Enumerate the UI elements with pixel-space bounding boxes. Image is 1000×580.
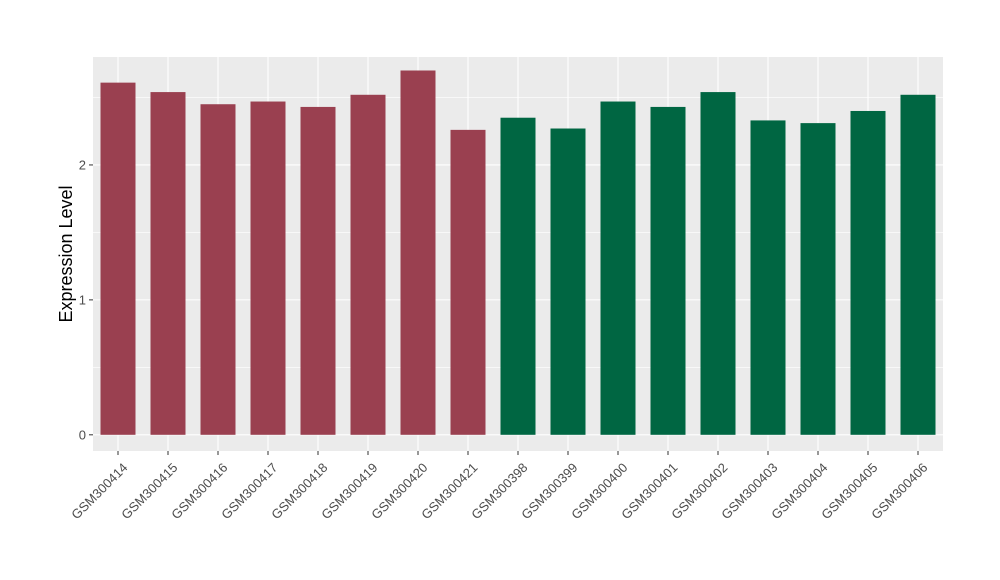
bar-GSM300419 <box>350 94 386 435</box>
bar-GSM300401 <box>650 106 686 435</box>
y-axis-label: Expression Level <box>56 185 76 322</box>
x-axis: GSM300414GSM300415GSM300416GSM300417GSM3… <box>68 451 931 522</box>
bar-GSM300399 <box>550 128 586 435</box>
y-tick-label: 2 <box>79 157 86 172</box>
bar-GSM300414 <box>100 82 136 435</box>
bar-GSM300400 <box>600 101 636 435</box>
bar-GSM300420 <box>400 70 436 435</box>
bars <box>100 70 936 435</box>
bar-GSM300415 <box>150 92 186 435</box>
bar-GSM300403 <box>750 120 786 435</box>
bar-GSM300416 <box>200 104 236 435</box>
bar-GSM300402 <box>700 92 736 435</box>
bar-GSM300417 <box>250 101 286 435</box>
bar-GSM300404 <box>800 123 836 435</box>
y-tick-label: 0 <box>79 427 86 442</box>
bar-GSM300405 <box>850 110 886 435</box>
bar-GSM300421 <box>450 129 486 435</box>
y-tick-label: 1 <box>79 292 86 307</box>
bar-GSM300398 <box>500 117 536 435</box>
bar-GSM300406 <box>900 94 936 435</box>
y-axis: 0 1 2 <box>79 157 93 442</box>
bar-GSM300418 <box>300 106 336 435</box>
